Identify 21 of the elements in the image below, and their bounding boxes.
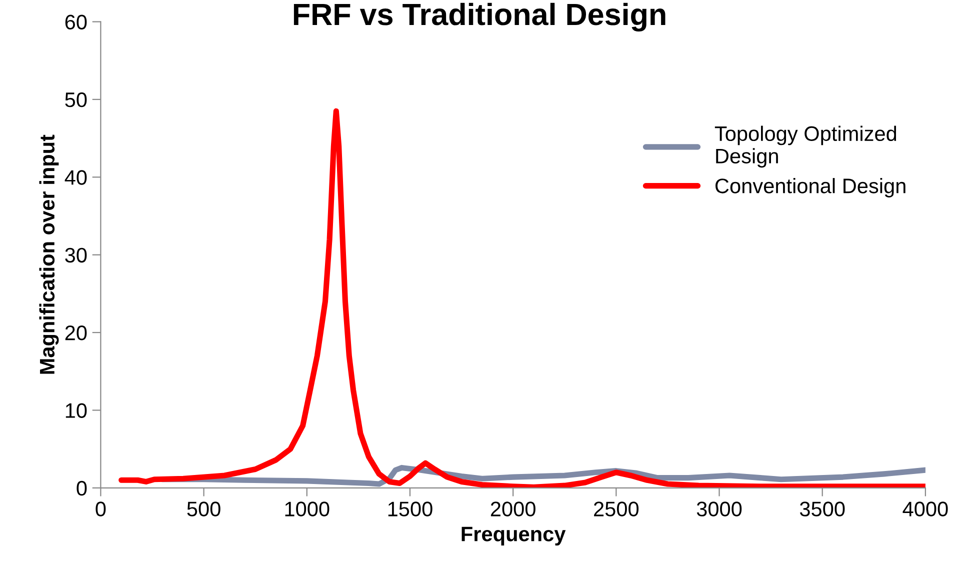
y-tick-label: 50 [65, 92, 87, 108]
x-tick-label: 3000 [696, 502, 742, 516]
y-tick-label: 40 [64, 170, 87, 185]
x-axis-title: Frequency [462, 526, 566, 546]
y-axis-title: Magnification over input [39, 134, 59, 374]
y-tick-label: 30 [65, 248, 87, 263]
x-tick-label: 1500 [388, 502, 432, 516]
x-tick-label: 2500 [594, 502, 639, 516]
x-tick-label: 3500 [800, 502, 845, 516]
legend-label: Topology Optimized Design [714, 126, 896, 168]
y-tick-label: 20 [65, 326, 87, 340]
chart-title: FRF vs Traditional Design [294, 2, 666, 32]
x-tick-label: 500 [187, 502, 220, 516]
legend-label: Conventional Design [716, 178, 906, 198]
y-tick-label: 10 [66, 403, 87, 418]
x-tick-label: 0 [96, 502, 106, 516]
x-tick-label: 4000 [902, 502, 948, 516]
y-tick-label: 0 [76, 480, 87, 496]
x-tick-label: 1000 [285, 502, 330, 516]
x-tick-label: 2000 [490, 502, 536, 516]
y-tick-label: 60 [65, 14, 87, 30]
